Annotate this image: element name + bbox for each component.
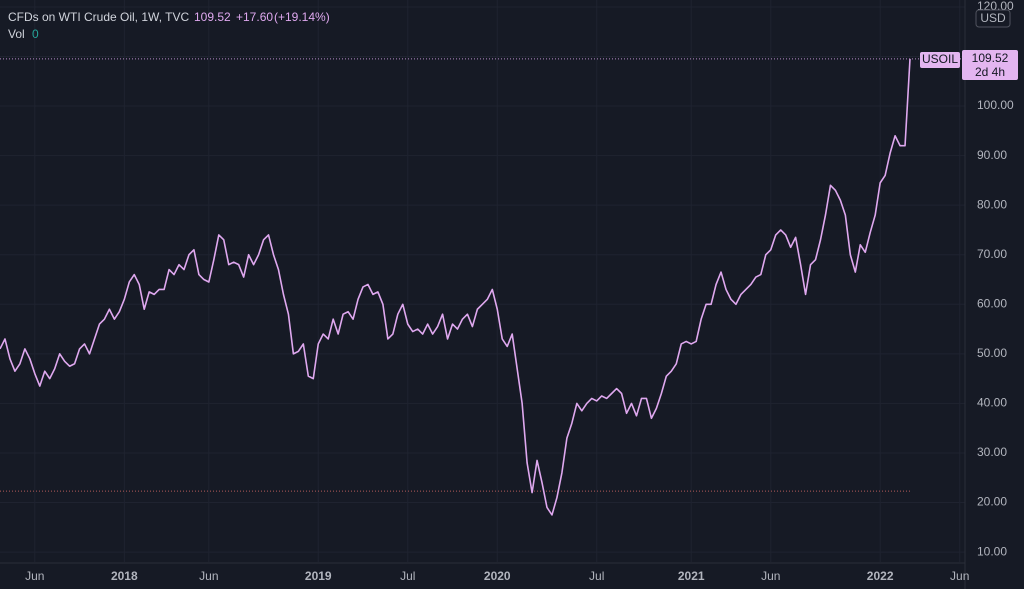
countdown: 2d 4h [975, 65, 1005, 79]
x-tick-label: Jul [589, 569, 604, 583]
chart-title: CFDs on WTI Crude Oil, 1W, TVC [8, 10, 189, 24]
price-tag: USOIL 109.52 2d 4h [920, 50, 1018, 80]
x-tick-label: 2022 [867, 569, 894, 583]
volume-label: Vol [8, 27, 25, 41]
y-tick-label: 100.00 [977, 98, 1014, 112]
y-tick-label: 40.00 [977, 396, 1007, 410]
legend-change: +17.60 [236, 10, 273, 24]
x-tick-label: Jun [950, 569, 969, 583]
x-tick-label: Jul [400, 569, 415, 583]
x-tick-label: Jun [25, 569, 44, 583]
price-box [962, 50, 1018, 80]
y-tick-label: 70.00 [977, 247, 1007, 261]
y-tick-label: 50.00 [977, 346, 1007, 360]
x-tick-label: 2018 [111, 569, 138, 583]
legend-change-pct: (+19.14%) [274, 10, 330, 24]
x-tick-label: Jun [199, 569, 218, 583]
y-tick-label: 90.00 [977, 148, 1007, 162]
y-tick-label: 20.00 [977, 495, 1007, 509]
y-tick-label: 60.00 [977, 296, 1007, 310]
plot [0, 58, 965, 516]
x-tick-label: 2021 [678, 569, 705, 583]
currency-box[interactable] [975, 9, 1011, 28]
symbol-tag [920, 52, 960, 68]
y-tick-label: 30.00 [977, 445, 1007, 459]
x-tick-label: 2019 [305, 569, 332, 583]
currency[interactable]: USD [980, 11, 1006, 25]
y-tick-label: 80.00 [977, 197, 1007, 211]
legend-price: 109.52 [194, 10, 231, 24]
last-price: 109.52 [972, 51, 1009, 65]
symbol: USOIL [922, 52, 958, 66]
volume-value: 0 [32, 27, 39, 41]
x-tick-label: Jun [761, 569, 780, 583]
x-tick-label: 2020 [484, 569, 511, 583]
price-line [0, 58, 911, 516]
y-tick-label: 10.00 [977, 544, 1007, 558]
